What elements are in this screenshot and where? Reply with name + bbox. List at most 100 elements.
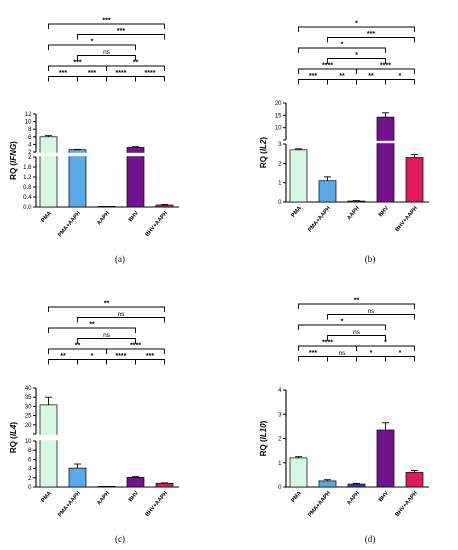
x-tick-label-aaph: AAPH <box>96 210 111 226</box>
significance-label: * <box>91 353 94 360</box>
significance-label: *** <box>117 28 125 35</box>
x-tick-label-pma-aaph: PMA+AAPH <box>57 210 82 238</box>
significance-label: *** <box>102 18 110 25</box>
significance-bracket <box>106 359 136 365</box>
significance-label: * <box>91 39 94 46</box>
x-tick-label-bhv-aaph: BHV+AAPH <box>395 205 419 233</box>
significance-bracket <box>327 314 415 320</box>
significance-bracket <box>48 306 165 312</box>
bar-pma-aaph <box>318 480 337 488</box>
significance-label: *** <box>146 353 154 360</box>
significance-bracket <box>298 356 328 362</box>
significance-bracket <box>327 58 386 64</box>
significance-label: *** <box>59 70 67 77</box>
significance-bracket <box>48 76 78 82</box>
y-tick-label: 8 <box>28 448 32 454</box>
significance-bracket <box>77 317 165 323</box>
significance-label: ** <box>339 73 345 80</box>
significance-bracket <box>356 68 415 74</box>
y-tick-label: 0 <box>28 485 32 491</box>
significance-bracket <box>298 79 328 85</box>
y-tick-label: 1 <box>278 461 282 467</box>
significance-label: **** <box>130 343 141 350</box>
y-tick-label: 2 <box>278 437 282 443</box>
bar-pma <box>289 149 308 203</box>
bar-bhv <box>126 476 145 488</box>
x-tick-label-bhv: BHV <box>128 490 140 503</box>
significance-label: * <box>355 52 358 59</box>
y-axis-label: RQ (IFNG) <box>9 141 18 180</box>
y-tick-label: 30 <box>25 404 32 410</box>
y-tick-label: 10 <box>275 126 282 132</box>
significance-label: ** <box>133 60 139 67</box>
axis-break-gap <box>282 140 431 144</box>
y-tick-label: 0 <box>278 200 282 206</box>
significance-bracket <box>385 79 415 85</box>
x-tick-label-bhv-aaph: BHV+AAPH <box>145 490 169 518</box>
significance-label: **** <box>322 63 333 70</box>
bar-aaph <box>347 483 366 488</box>
significance-bracket <box>298 68 357 74</box>
significance-label: * <box>399 73 402 80</box>
significance-label: ns <box>339 350 347 357</box>
bar-pma <box>39 404 58 488</box>
significance-bracket <box>48 23 165 29</box>
significance-label: **** <box>322 340 333 347</box>
chart-panel-a: 0.0 0.4 0.8 1.2 1.6 22 46 810 12 RQ (IFNG) PMA PMA+… <box>9 18 181 264</box>
y-tick-label: 0.4 <box>23 195 32 201</box>
bar-pma-aaph <box>318 180 337 203</box>
significance-bracket <box>106 76 136 82</box>
x-tick-label-bhv: BHV <box>378 490 390 503</box>
y-tick-label: 0.0 <box>23 205 32 211</box>
axis-break-gap <box>32 434 181 441</box>
significance-bracket <box>356 79 386 85</box>
significance-label: * <box>341 42 344 49</box>
panel-label: (c) <box>115 534 125 544</box>
y-tick-label: 4 <box>28 467 32 473</box>
bar-bhv <box>376 429 395 488</box>
significance-bracket <box>298 345 357 351</box>
significance-bracket <box>327 79 357 85</box>
panel-label: (d) <box>365 534 376 544</box>
significance-bracket <box>77 76 107 82</box>
significance-label: **** <box>116 353 127 360</box>
y-tick-label: 6 <box>28 135 32 141</box>
significance-bracket <box>298 303 415 309</box>
x-tick-label-bhv: BHV <box>378 205 390 218</box>
y-tick-label: 6 <box>28 457 32 463</box>
y-tick-label: 0.8 <box>23 185 32 191</box>
significance-bracket <box>77 55 136 61</box>
y-tick-label: 4 <box>28 142 32 148</box>
bar-bhv <box>126 147 145 208</box>
panel-label: (b) <box>365 254 376 264</box>
bar-pma <box>289 457 308 488</box>
y-tick-label: 1 <box>278 181 282 187</box>
significance-label: ** <box>368 73 374 80</box>
significance-bracket <box>385 356 415 362</box>
x-tick-label-pma: PMA <box>40 210 53 223</box>
bar-pma-aaph <box>68 149 87 208</box>
bar-bhv <box>376 116 395 203</box>
significance-bracket <box>106 348 165 354</box>
significance-bracket <box>356 345 415 351</box>
y-tick-label: 25 <box>25 414 32 420</box>
x-tick-label-bhv-aaph: BHV+AAPH <box>395 490 419 518</box>
significance-label: ns <box>118 311 126 318</box>
bar-aaph <box>347 200 366 203</box>
y-tick-label: 1.6 <box>23 165 32 171</box>
significance-label: *** <box>309 350 317 357</box>
significance-label: ns <box>103 49 111 56</box>
significance-bracket <box>48 65 107 71</box>
x-tick-label-pma: PMA <box>290 490 303 503</box>
y-tick-label: 3 <box>278 142 282 148</box>
x-tick-label-aaph: AAPH <box>346 490 361 506</box>
y-tick-label: 1.2 <box>23 175 32 181</box>
bar-bhv-aaph <box>405 157 424 203</box>
x-tick-label-bhv: BHV <box>128 210 140 223</box>
x-tick-label-pma-aaph: PMA+AAPH <box>307 205 332 233</box>
significance-label: *** <box>309 73 317 80</box>
significance-bracket <box>48 44 136 50</box>
significance-bracket <box>327 356 357 362</box>
significance-label: *** <box>73 60 81 67</box>
significance-label: ns <box>353 329 361 336</box>
